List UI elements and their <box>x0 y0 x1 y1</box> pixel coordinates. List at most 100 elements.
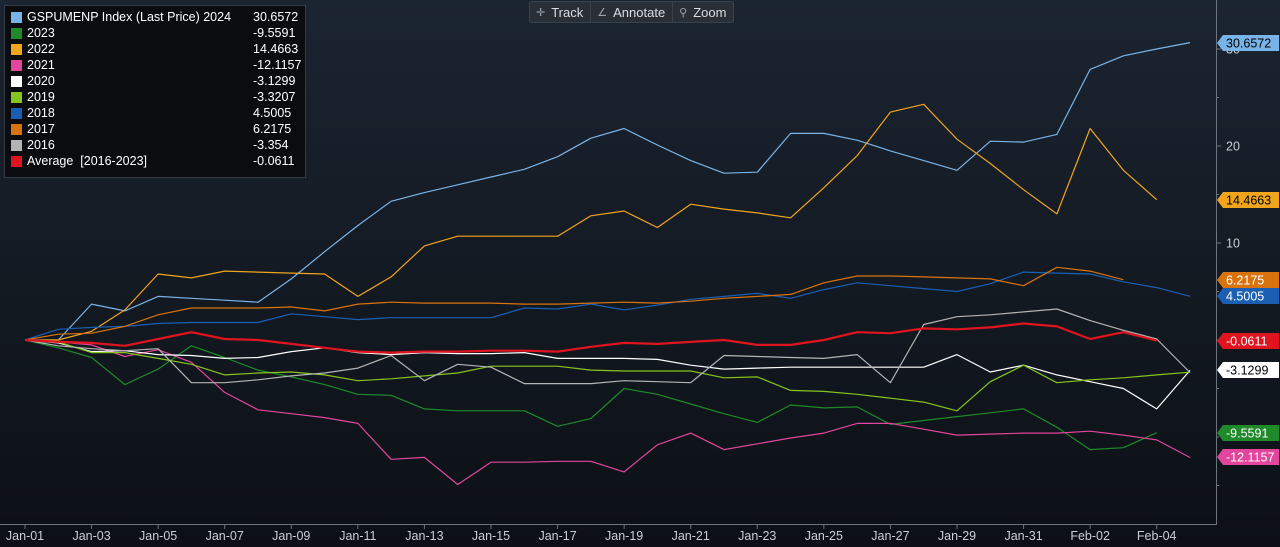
end-value-tags: 30.6572 -9.5591 14.4663 -12.1157 -3.1299 4.50… <box>1217 35 1279 465</box>
magnifier-icon: ⚲ <box>679 6 688 19</box>
series-line-2022[interactable] <box>25 103 1158 341</box>
chart-toolbar: ✛ Track ∠ Annotate ⚲ Zoom <box>529 1 735 23</box>
x-tick-label: Jan-05 <box>139 529 177 543</box>
legend-item-2021[interactable]: 2021 -12.1157 <box>11 57 305 73</box>
y-axis: 102030 <box>1216 43 1240 486</box>
legend-value: -0.0611 <box>253 154 295 168</box>
end-tag-box <box>1217 333 1279 349</box>
annotate-button[interactable]: ∠ Annotate <box>591 2 674 22</box>
legend-value: 6.2175 <box>253 122 292 136</box>
legend-value: -3.1299 <box>253 74 296 88</box>
end-tag-label: -0.0611 <box>1226 335 1268 349</box>
legend-item-2022[interactable]: 2022 14.4663 <box>11 41 305 57</box>
x-tick-label: Jan-21 <box>672 529 710 543</box>
series-layer <box>24 42 1191 486</box>
legend-label: 2021 <box>27 58 55 72</box>
x-tick-label: Feb-04 <box>1137 529 1177 543</box>
end-tag-box <box>1217 192 1279 208</box>
series-line-2018[interactable] <box>24 271 1191 341</box>
end-tag-label: 4.5005 <box>1226 290 1264 304</box>
end-tag-box <box>1217 362 1279 378</box>
series-line-2021[interactable] <box>24 339 1191 486</box>
y-tick-label: 10 <box>1226 237 1240 251</box>
legend-label: 2017 <box>27 122 55 136</box>
legend-value: -3.354 <box>253 138 289 152</box>
x-axis-line <box>0 524 1217 525</box>
legend-item-2017[interactable]: 2017 6.2175 <box>11 121 305 137</box>
legend-item-2018[interactable]: 2018 4.5005 <box>11 105 305 121</box>
end-tag-label: 14.4663 <box>1226 194 1271 208</box>
legend-item-2019[interactable]: 2019 -3.3207 <box>11 89 305 105</box>
legend-value: -3.3207 <box>253 90 296 104</box>
legend-swatch <box>11 43 22 55</box>
x-tick-label: Jan-01 <box>6 529 44 543</box>
series-line-2017[interactable] <box>24 266 1124 341</box>
x-tick-label: Jan-29 <box>938 529 976 543</box>
legend-swatch <box>11 27 22 39</box>
end-tag-box <box>1217 425 1279 441</box>
series-line-2016[interactable] <box>24 308 1191 385</box>
end-tag-gspumenp: 30.6572 <box>1217 35 1279 51</box>
x-tick-label: Feb-02 <box>1070 529 1110 543</box>
legend-label: GSPUMENP Index (Last Price) 2024 <box>27 10 232 24</box>
legend-item-2016[interactable]: 2016 -3.354 <box>11 137 305 153</box>
x-tick-label: Jan-09 <box>272 529 310 543</box>
legend-swatch <box>11 139 22 151</box>
legend-item-2024[interactable]: GSPUMENP Index (Last Price) 2024 30.6572 <box>11 9 305 25</box>
series-line-2020[interactable] <box>24 339 1191 410</box>
end-tag-2018: 4.5005 <box>1217 288 1279 304</box>
x-tick-label: Jan-11 <box>339 529 376 543</box>
end-tag-label: -9.5591 <box>1226 427 1268 441</box>
end-tag-label: -3.1299 <box>1226 364 1268 378</box>
x-tick-label: Jan-31 <box>1004 529 1042 543</box>
zoom-button[interactable]: ⚲ Zoom <box>673 2 733 22</box>
legend-label: 2019 <box>27 90 55 104</box>
series-line-2023[interactable] <box>24 339 1157 451</box>
series-line-gspumenp[interactable] <box>25 42 1191 341</box>
legend-label: 2018 <box>27 106 55 120</box>
x-tick-label: Jan-19 <box>605 529 643 543</box>
y-axis-line <box>1216 0 1217 525</box>
legend-label: Average [2016-2023] <box>27 154 148 168</box>
end-tag-box <box>1217 35 1279 51</box>
end-tag-2021: -12.1157 <box>1217 449 1279 465</box>
legend-value: 4.5005 <box>253 106 292 120</box>
legend-swatch <box>11 91 22 103</box>
legend-value: 14.4663 <box>253 42 299 56</box>
end-tag-label: -12.1157 <box>1226 451 1274 465</box>
annotate-label: Annotate <box>613 4 666 20</box>
x-tick-label: Jan-13 <box>405 529 443 543</box>
end-tag-2017: 6.2175 <box>1217 272 1279 288</box>
legend-label: 2022 <box>27 42 55 56</box>
legend: GSPUMENP Index (Last Price) 2024 30.6572… <box>4 5 306 178</box>
end-tag-box <box>1217 449 1279 465</box>
legend-value: 30.6572 <box>253 10 299 24</box>
series-line-average[interactable] <box>24 322 1157 354</box>
series-line-2019[interactable] <box>24 339 1191 412</box>
x-tick-label: Jan-15 <box>472 529 510 543</box>
legend-label: 2016 <box>27 138 55 152</box>
legend-item-2020[interactable]: 2020 -3.1299 <box>11 73 305 89</box>
legend-swatch <box>11 155 22 167</box>
x-tick-label: Jan-17 <box>538 529 576 543</box>
zoom-label: Zoom <box>693 4 727 20</box>
legend-swatch <box>11 59 22 71</box>
legend-swatch <box>11 107 22 119</box>
legend-value: -9.5591 <box>253 26 296 40</box>
legend-swatch <box>11 75 22 87</box>
legend-item-2023[interactable]: 2023 -9.5591 <box>11 25 305 41</box>
x-tick-label: Jan-07 <box>206 529 244 543</box>
x-tick-label: Jan-25 <box>805 529 843 543</box>
legend-swatch <box>11 123 22 135</box>
y-tick-label: 20 <box>1226 140 1240 154</box>
end-tag-2020: -3.1299 <box>1217 362 1279 378</box>
legend-item-average[interactable]: Average [2016-2023] -0.0611 <box>11 153 305 169</box>
crosshair-icon: ✛ <box>536 6 546 19</box>
x-axis: Jan-01 Jan-03 Jan-05 Jan-07 Jan-09 Jan-11 Jan-… <box>6 524 1177 543</box>
end-tag-average: -0.0611 <box>1217 333 1279 349</box>
end-tag-label: 30.6572 <box>1226 37 1271 51</box>
pencil-icon: ∠ <box>597 6 608 19</box>
end-tag-box <box>1217 288 1279 304</box>
track-button[interactable]: ✛ Track <box>530 2 592 22</box>
